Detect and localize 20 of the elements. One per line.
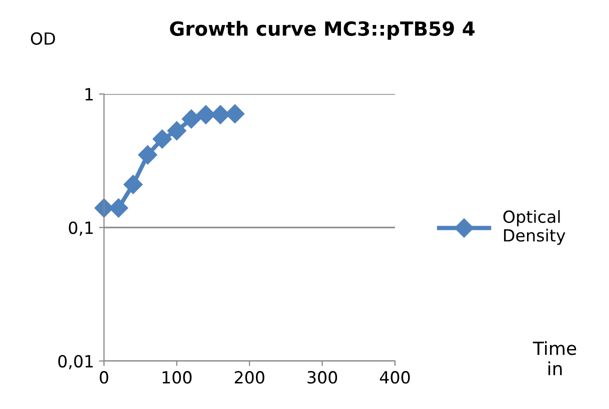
text: Time in [532,341,576,376]
point [138,145,158,164]
y-tick-label: 0,01 [58,354,93,370]
y-tick-label: 1 [86,88,93,100]
legend-label: Optical Density [503,210,566,245]
x-tick-label: 100 [162,371,192,384]
chart-title: Growth curve MC3::pTB59 4 [170,20,475,40]
x-tick-label: 200 [234,371,264,384]
point [182,109,201,129]
point [152,129,172,149]
y-tick-label: 0,1 [68,221,93,236]
x-tick-label: 300 [308,371,338,384]
x-tick-label: 0 [100,371,108,384]
point [109,198,128,218]
x-tick-label: 400 [380,371,410,384]
point [167,121,186,140]
point [124,174,143,194]
y-axis-title: OD [30,32,55,45]
point [196,105,216,124]
point [225,104,244,124]
